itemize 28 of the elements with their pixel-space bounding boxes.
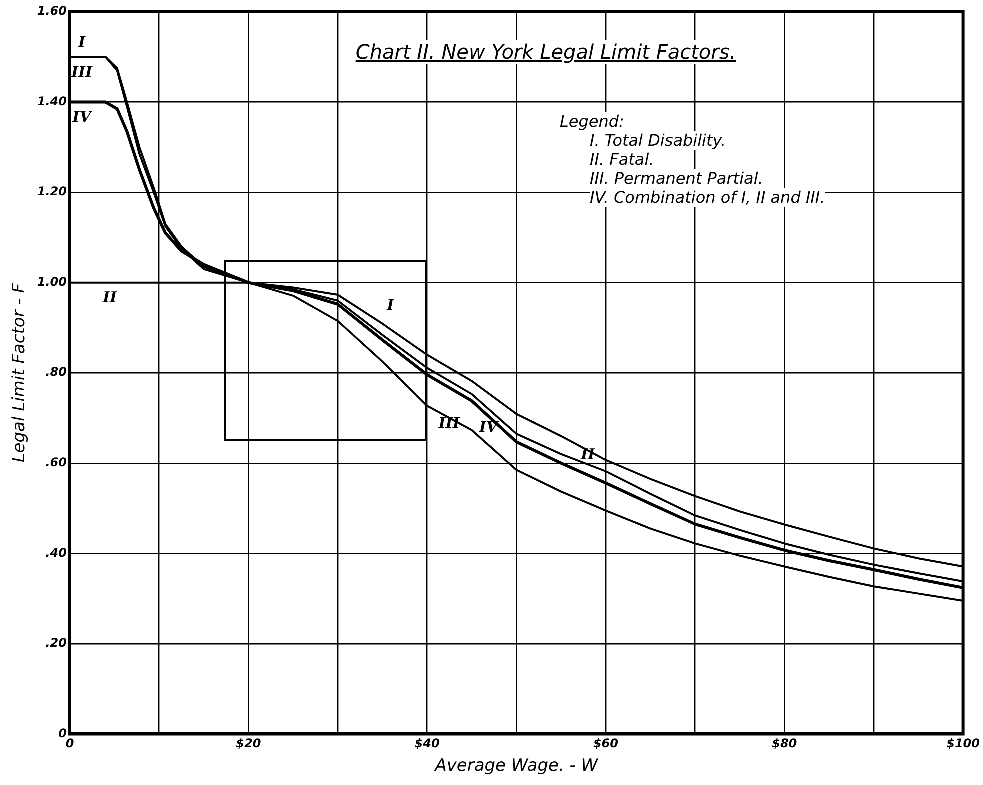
- y-axis-title: Legal Limit Factor - F: [10, 283, 30, 463]
- series-label: I: [77, 33, 86, 52]
- annotation: II. Fatal.: [590, 150, 654, 169]
- y-tick-label: 1.60: [37, 4, 68, 18]
- text: Chart II. New York Legal Limit Factors.: [356, 40, 736, 64]
- x-tick-label: $60: [593, 736, 619, 751]
- text: IV: [72, 108, 92, 126]
- y-tick-label: 1.00: [37, 274, 68, 289]
- x-tick-label: $20: [236, 736, 262, 751]
- y-tick-label: 1.20: [37, 184, 68, 199]
- series-label: IV: [478, 418, 500, 436]
- x-tick-label: $100: [946, 736, 980, 751]
- x-tick-label: $40: [414, 736, 440, 751]
- text: I: [387, 296, 394, 314]
- y-tick-label: .60: [46, 456, 68, 470]
- x-tick-label: $80: [772, 736, 798, 751]
- x-axis-title: Average Wage. - W: [434, 756, 600, 776]
- text: III: [71, 63, 93, 82]
- annotation: III. Permanent Partial.: [590, 169, 764, 188]
- annotation: IV. Combination of I, II and III.: [590, 188, 826, 207]
- text: II: [102, 288, 118, 307]
- y-tick-label: .20: [46, 636, 68, 650]
- y-tick-label: .40: [46, 546, 68, 560]
- annotation: Legend:: [560, 112, 624, 131]
- annotation: I. Total Disability.: [590, 131, 726, 150]
- y-tick-label: .80: [46, 365, 68, 380]
- y-tick-label: 1.40: [37, 94, 68, 108]
- y-tick-label: 0: [58, 726, 68, 740]
